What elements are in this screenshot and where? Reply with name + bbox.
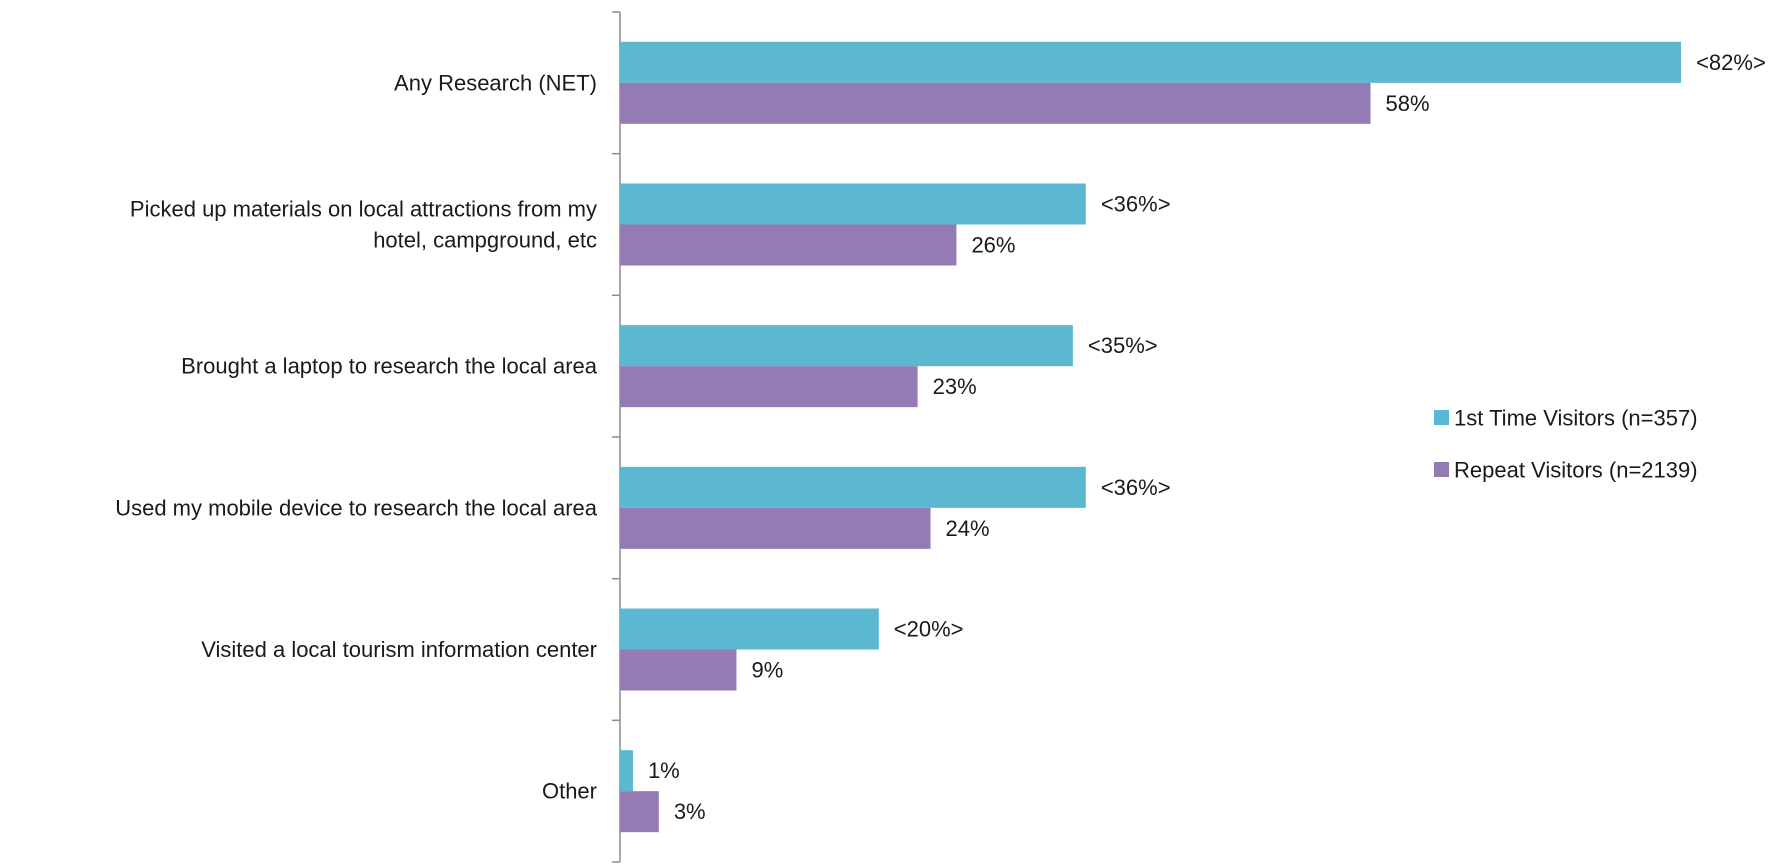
data-label: 24% [946, 516, 990, 541]
category-label: Any Research (NET) [394, 70, 597, 95]
bar-repeat [620, 791, 659, 833]
bar-first-time [620, 750, 633, 792]
data-label: 58% [1386, 91, 1430, 116]
bar-first-time [620, 41, 1682, 83]
data-label: 3% [674, 799, 706, 824]
bar-first-time [620, 325, 1073, 367]
bar-repeat [620, 649, 737, 691]
data-label: <35%> [1088, 333, 1158, 358]
bar-first-time [620, 183, 1086, 225]
category-label: Visited a local tourism information cent… [201, 637, 597, 662]
category-labels: Any Research (NET) Picked up materials on… [115, 70, 598, 803]
data-label: <82%> [1696, 50, 1766, 75]
category-label: hotel, campground, etc [373, 228, 597, 253]
data-label: 9% [751, 658, 783, 683]
data-label: <36%> [1101, 475, 1171, 500]
bar-repeat [620, 366, 918, 408]
data-label: 26% [971, 233, 1015, 258]
bar-first-time [620, 608, 879, 650]
data-label: 1% [648, 758, 680, 783]
legend: 1st Time Visitors (n=357) Repeat Visitors… [1434, 406, 1698, 483]
data-label: <20%> [894, 617, 964, 642]
legend-label-first-time: 1st Time Visitors (n=357) [1454, 406, 1698, 431]
legend-swatch-repeat [1434, 462, 1449, 477]
bars-layer [620, 41, 1682, 833]
data-label: <36%> [1101, 192, 1171, 217]
category-label: Used my mobile device to research the lo… [115, 495, 598, 520]
bar-repeat [620, 82, 1371, 124]
category-label: Picked up materials on local attractions… [130, 197, 597, 222]
bar-repeat [620, 507, 931, 549]
category-label: Brought a laptop to research the local a… [181, 354, 598, 379]
data-label: 23% [933, 374, 977, 399]
legend-swatch-first-time [1434, 410, 1449, 425]
axis-layer [612, 11, 621, 863]
labels-layer: <82%> 58% <36%> 26% <35%> 23% <36%> 24% <20%> 9% 1… [648, 50, 1766, 824]
bar-first-time [620, 466, 1086, 508]
bar-repeat [620, 224, 957, 266]
legend-label-repeat: Repeat Visitors (n=2139) [1454, 458, 1698, 483]
category-label: Other [542, 779, 597, 804]
